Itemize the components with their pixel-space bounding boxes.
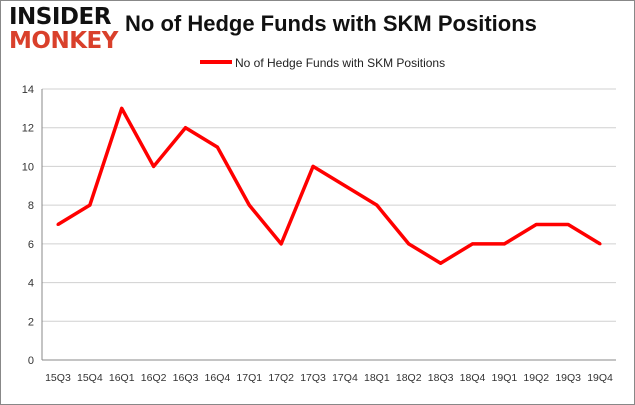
- y-tick-label: 4: [28, 278, 34, 290]
- x-tick-label: 17Q1: [236, 372, 262, 384]
- x-tick-label: 17Q3: [300, 372, 326, 384]
- x-tick-label: 17Q2: [268, 372, 294, 384]
- x-tick-label: 19Q3: [555, 372, 581, 384]
- y-tick-label: 0: [28, 355, 34, 367]
- data-point: [247, 203, 251, 207]
- data-point: [471, 242, 474, 246]
- logo-line2: MONKEY: [9, 28, 118, 54]
- data-point: [439, 261, 443, 265]
- insider-monkey-logo: INSIDER MONKEY: [9, 5, 118, 53]
- x-tick-label: 16Q4: [205, 372, 231, 384]
- y-tick-label: 2: [28, 316, 34, 328]
- data-point: [598, 242, 602, 246]
- x-tick-label: 18Q3: [428, 372, 454, 384]
- x-tick-label: 15Q3: [45, 372, 71, 384]
- x-tick-label: 18Q1: [364, 372, 390, 384]
- legend-label: No of Hedge Funds with SKM Positions: [235, 56, 445, 70]
- data-point: [152, 164, 156, 168]
- data-point: [279, 242, 283, 246]
- y-tick-label: 6: [28, 239, 34, 251]
- data-point: [311, 164, 315, 168]
- x-tick-label: 19Q2: [523, 372, 549, 384]
- data-point: [120, 106, 124, 110]
- data-point: [88, 203, 92, 207]
- y-tick-label: 10: [22, 161, 34, 173]
- data-point: [375, 203, 379, 207]
- x-tick-label: 19Q4: [587, 372, 613, 384]
- y-tick-label: 12: [22, 123, 34, 135]
- x-tick-label: 18Q2: [396, 372, 422, 384]
- series-line: [57, 106, 601, 265]
- x-tick-label: 16Q1: [109, 372, 135, 384]
- y-tick-label: 14: [22, 84, 34, 96]
- x-tick-label: 15Q4: [77, 372, 103, 384]
- data-point: [502, 242, 506, 246]
- y-tick-label: 8: [28, 200, 34, 212]
- data-point: [343, 184, 347, 188]
- data-point: [407, 242, 411, 246]
- x-tick-label: 16Q3: [173, 372, 199, 384]
- x-tick-label: 16Q2: [141, 372, 167, 384]
- data-point: [184, 126, 187, 130]
- data-point: [215, 145, 219, 149]
- x-tick-label: 17Q4: [332, 372, 358, 384]
- x-tick-label: 18Q4: [460, 372, 486, 384]
- data-point: [56, 223, 60, 226]
- chart-title: No of Hedge Funds with SKM Positions: [125, 11, 537, 36]
- x-tick-label: 19Q1: [492, 372, 518, 384]
- logo-line1: INSIDER: [9, 4, 111, 30]
- data-point: [534, 223, 538, 226]
- data-point: [566, 223, 570, 226]
